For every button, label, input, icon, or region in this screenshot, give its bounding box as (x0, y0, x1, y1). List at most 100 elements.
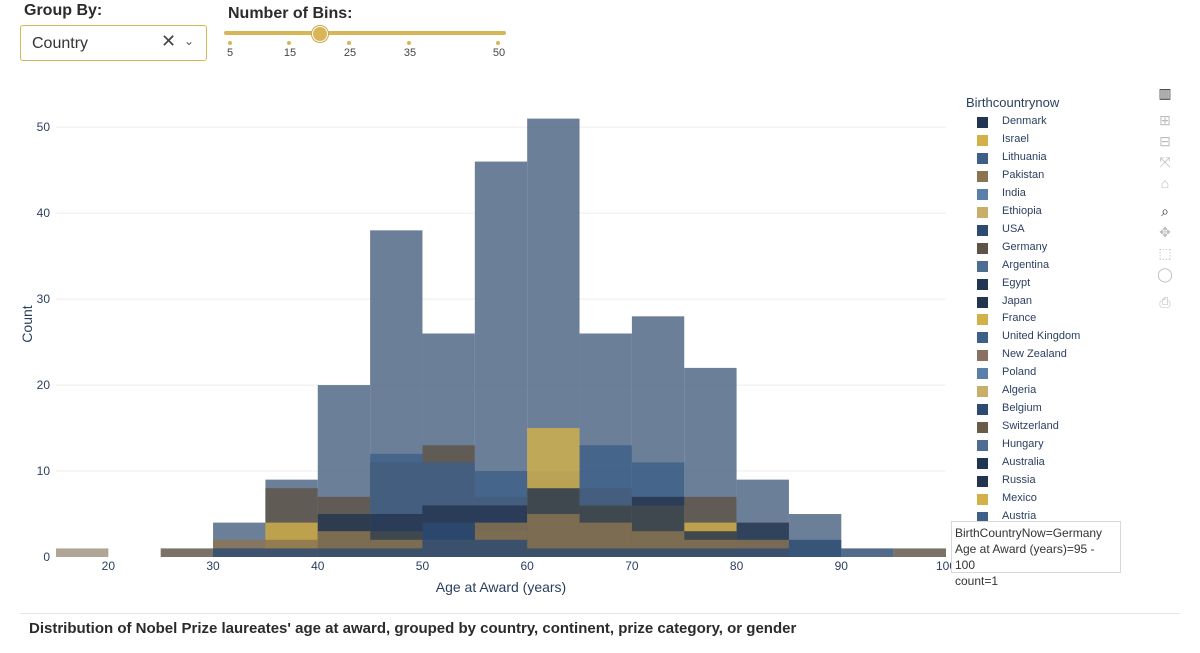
y-tick-label: 10 (37, 464, 51, 478)
legend-swatch (977, 458, 988, 470)
legend-swatch (977, 332, 988, 344)
slider-dot (407, 41, 411, 45)
legend-swatch (977, 278, 988, 290)
divider (20, 613, 1180, 614)
y-tick-label: 50 (37, 120, 51, 134)
zoom-icon[interactable]: ⌕ (1161, 203, 1169, 219)
legend-swatch (977, 170, 988, 182)
bins-slider-handle[interactable] (312, 26, 328, 42)
legend-swatch (977, 134, 988, 146)
legend-swatch (977, 511, 988, 523)
x-tick-label: 70 (625, 559, 639, 573)
tooltip-line: count=1 (955, 574, 999, 588)
bins-slider-track[interactable] (224, 31, 506, 35)
histogram-bar[interactable] (56, 548, 109, 557)
legend-label: Belgium (1002, 402, 1042, 415)
y-tick-label: 0 (43, 550, 50, 564)
group-by-dropdown[interactable]: Country ✕ ⌄ (20, 25, 207, 61)
group-by-value: Country (32, 35, 89, 52)
legend-label: Mexico (1002, 491, 1037, 504)
lasso-select-icon[interactable]: ◯ (1157, 266, 1173, 282)
legend-swatch (977, 314, 988, 326)
x-axis-title: Age at Award (years) (436, 579, 566, 595)
histogram-bar[interactable] (736, 548, 789, 557)
zoom-out-icon[interactable]: ⊟ (1159, 133, 1171, 149)
histogram-bar[interactable] (893, 548, 946, 557)
x-tick-label: 40 (311, 559, 325, 573)
slider-dot (228, 41, 232, 45)
x-tick-label: 90 (835, 559, 849, 573)
y-tick-label: 40 (37, 206, 51, 220)
legend-swatch (977, 224, 988, 236)
histogram-bar[interactable] (370, 548, 423, 557)
slider-dot (287, 41, 291, 45)
legend-swatch (977, 188, 988, 200)
histogram-bar[interactable] (631, 548, 685, 557)
histogram-bar[interactable] (317, 548, 371, 557)
legend-label: Austria (1002, 509, 1037, 522)
legend-label: India (1002, 186, 1026, 199)
legend-swatch (977, 350, 988, 362)
legend-swatch (977, 493, 988, 505)
histogram-bar[interactable] (527, 548, 580, 557)
box-select-icon[interactable]: ⬚ (1158, 245, 1172, 261)
tooltip-line: BirthCountryNow=Germany (955, 526, 1103, 540)
x-tick-label: 60 (520, 559, 534, 573)
legend-swatch (977, 117, 988, 128)
legend-label: Egypt (1002, 276, 1031, 289)
legend-swatch (977, 296, 988, 308)
legend-label: USA (1002, 222, 1025, 235)
legend-label: France (1002, 312, 1037, 325)
legend-label: Russia (1002, 474, 1036, 486)
legend-label: Pakistan (1002, 168, 1045, 181)
x-tick-label: 30 (206, 559, 220, 573)
slider-mark: 35 (403, 47, 417, 59)
legend-label: Israel (1002, 132, 1029, 145)
reset-axes-icon[interactable]: ⌂ (1160, 175, 1170, 191)
produced-with-plotly-icon[interactable]: ▥ (1158, 85, 1172, 101)
legend-swatch (977, 422, 988, 434)
autoscale-icon[interactable]: ⤧ (1159, 154, 1171, 170)
clear-icon[interactable]: ✕ (161, 31, 177, 51)
tooltip-line: Age at Award (years)=95 - 100 (955, 542, 1095, 572)
chart-caption: Distribution of Nobel Prize laureates' a… (29, 620, 797, 637)
legend-label: Germany (1002, 240, 1048, 253)
legend-swatch (977, 386, 988, 398)
histogram-bar[interactable] (841, 548, 894, 557)
legend-swatch (977, 476, 988, 487)
zoom-in-icon[interactable]: ⊞ (1159, 112, 1171, 128)
histogram-bar[interactable] (265, 548, 318, 557)
slider-mark: 50 (492, 47, 506, 59)
legend-label: Lithuania (1002, 150, 1047, 163)
legend-label: Denmark (1002, 115, 1047, 127)
histogram-bar[interactable] (160, 548, 214, 557)
slider-dot (347, 41, 351, 45)
legend-label: Algeria (1002, 384, 1037, 397)
y-tick-label: 20 (37, 378, 51, 392)
legend-swatch (977, 242, 988, 254)
chevron-down-icon[interactable]: ⌄ (184, 34, 195, 48)
legend-label: Japan (1002, 294, 1032, 307)
slider-dot (496, 41, 500, 45)
group-by-label: Group By: (24, 2, 103, 19)
legend-swatch (977, 440, 988, 452)
legend-label: Poland (1002, 366, 1037, 379)
camera-icon[interactable]: ⎙ (1159, 294, 1171, 310)
histogram-bar[interactable] (579, 548, 632, 557)
legend-swatch (977, 404, 988, 416)
pan-icon[interactable]: ✥ (1159, 224, 1171, 240)
slider-mark: 25 (343, 47, 357, 59)
histogram-bar[interactable] (422, 522, 475, 557)
histogram-bar[interactable] (788, 539, 842, 557)
legend-label: New Zealand (1002, 348, 1067, 361)
legend-label: United Kingdom (1002, 330, 1081, 343)
legend-swatch (977, 152, 988, 164)
legend-title: Birthcountrynow (966, 95, 1060, 110)
histogram-bar[interactable] (213, 548, 266, 557)
y-axis-title: Count (19, 305, 35, 342)
histogram-bar[interactable] (684, 548, 737, 557)
histogram-bar[interactable] (474, 539, 528, 557)
y-tick-label: 30 (37, 292, 51, 306)
x-tick-label: 20 (102, 559, 116, 573)
